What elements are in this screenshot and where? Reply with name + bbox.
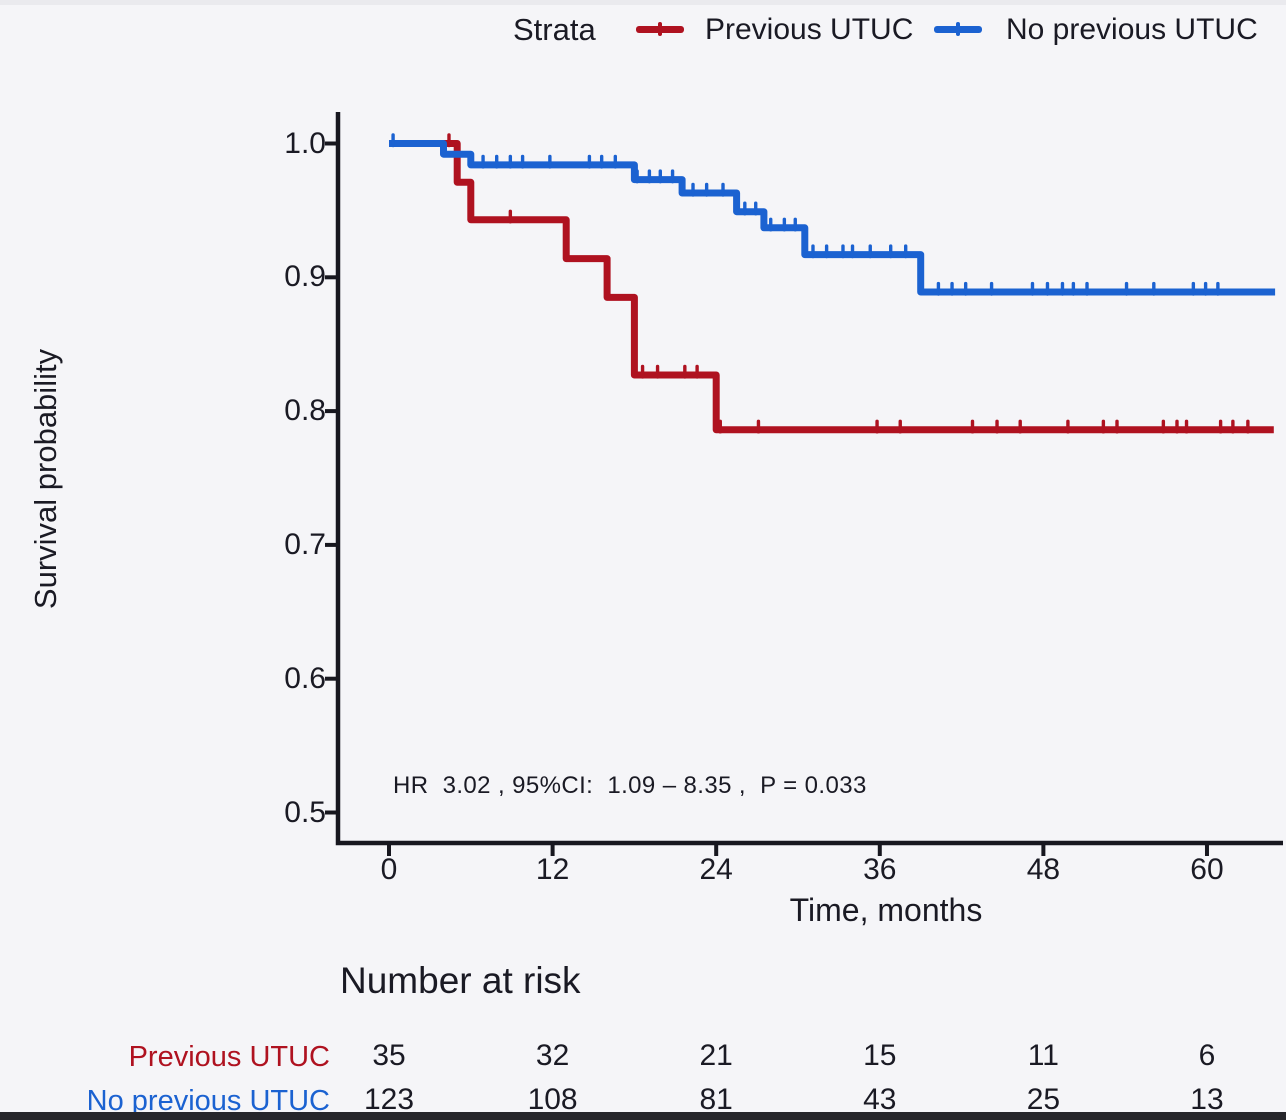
risk-count: 35 xyxy=(372,1039,406,1072)
risk-count: 81 xyxy=(699,1083,733,1116)
x-tick-label: 60 xyxy=(1190,853,1224,886)
bottom-edge-bar xyxy=(0,1112,1286,1120)
x-tick-label: 24 xyxy=(699,853,733,886)
y-axis-title: Survival probability xyxy=(28,348,63,610)
x-axis-title: Time, months xyxy=(789,892,983,928)
survival-curve-no-previous-utuc xyxy=(389,140,1276,296)
y-tick-label: 0.6 xyxy=(284,661,326,695)
x-tick-label: 12 xyxy=(535,853,570,886)
y-tick-label: 0.5 xyxy=(284,795,326,829)
legend-censor-tick-blue-icon xyxy=(956,22,960,36)
risk-count: 21 xyxy=(699,1039,733,1072)
strata-legend: Strata Previous UTUC No previous UTUC xyxy=(0,0,1286,64)
y-tick-label: 0.7 xyxy=(284,527,326,561)
y-tick-label: 1.0 xyxy=(284,126,326,160)
risk-row-label-no-previous-utuc: No previous UTUC xyxy=(86,1085,330,1117)
x-tick-label: 48 xyxy=(1026,853,1061,886)
legend-marker-no-previous-utuc-icon xyxy=(934,22,982,37)
axis-lines xyxy=(335,112,1283,846)
risk-table-title: Number at risk xyxy=(340,960,581,1001)
risk-row-label-previous-utuc: Previous UTUC xyxy=(128,1041,330,1073)
y-tick-label: 0.8 xyxy=(284,394,326,428)
top-edge-strip xyxy=(0,0,1286,5)
risk-count: 6 xyxy=(1198,1039,1216,1072)
risk-count: 43 xyxy=(863,1083,897,1116)
legend-label-previous-utuc: Previous UTUC xyxy=(705,13,914,46)
risk-count: 108 xyxy=(527,1083,578,1116)
legend-marker-previous-utuc-icon xyxy=(636,22,684,37)
x-tick-label: 0 xyxy=(380,853,398,886)
survival-curve-previous-utuc xyxy=(389,140,1274,434)
y-tick-label: 0.9 xyxy=(284,260,326,294)
x-tick-label: 36 xyxy=(863,853,897,886)
legend-title: Strata xyxy=(513,12,596,47)
risk-count: 25 xyxy=(1026,1083,1061,1116)
risk-count: 13 xyxy=(1190,1083,1224,1116)
legend-censor-tick-red-icon xyxy=(658,22,662,36)
risk-count: 11 xyxy=(1027,1039,1059,1072)
hr-annotation: HR 3.02 , 95%CI: 1.09 – 8.35 , P = 0.033 xyxy=(393,772,867,799)
risk-count: 32 xyxy=(535,1039,570,1072)
risk-count: 15 xyxy=(863,1039,897,1072)
risk-count: 123 xyxy=(363,1083,415,1116)
legend-label-no-previous-utuc: No previous UTUC xyxy=(1006,13,1258,46)
